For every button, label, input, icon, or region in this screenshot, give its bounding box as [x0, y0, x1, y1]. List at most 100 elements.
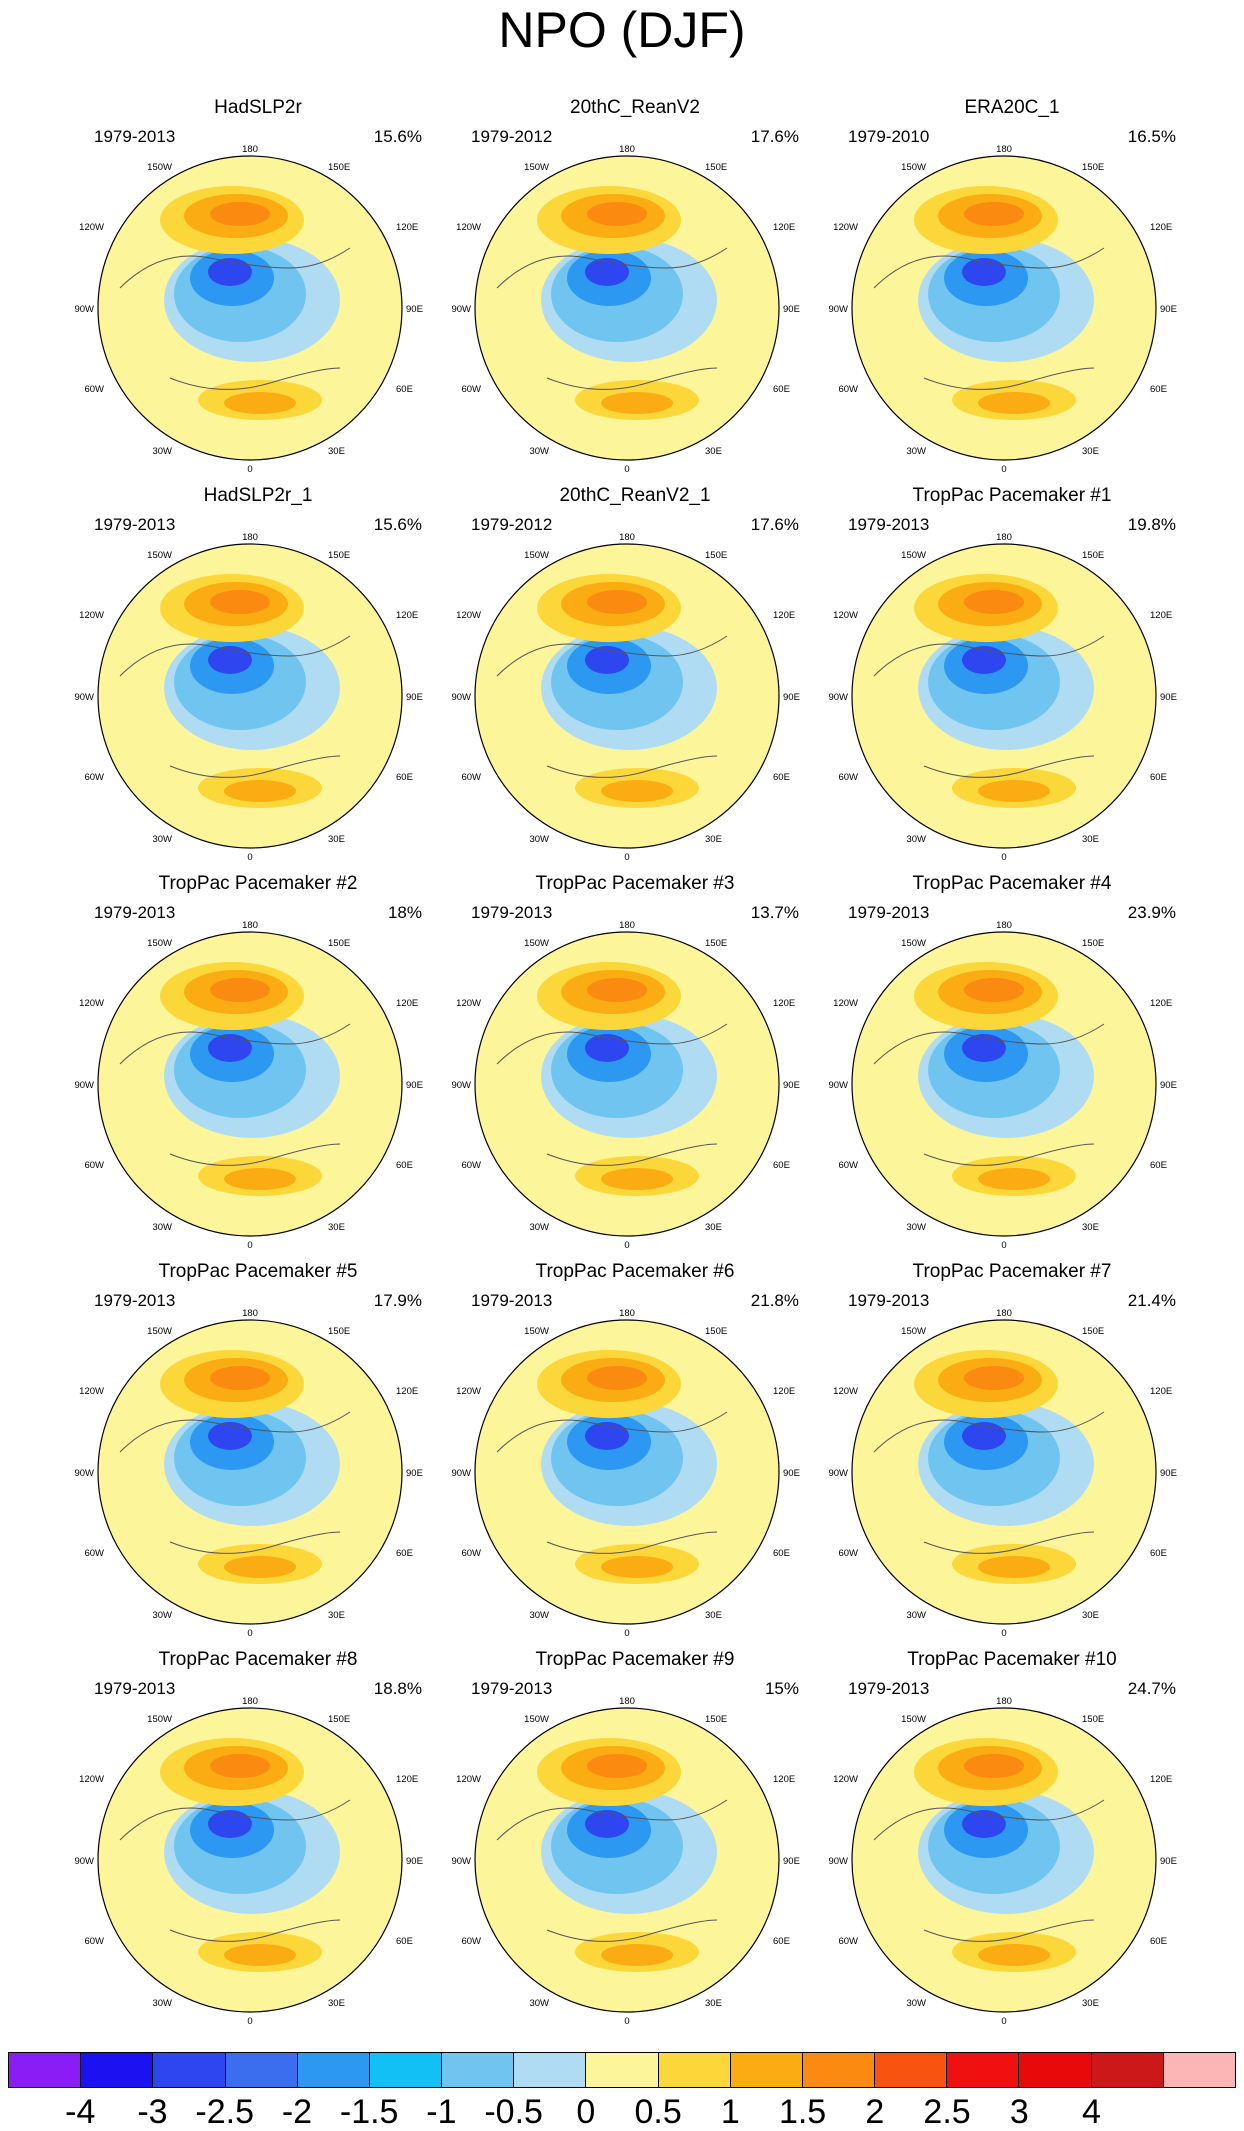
colorbar-box: [875, 2053, 948, 2087]
coordinate-label: 30W: [529, 834, 549, 845]
coordinate-label: 60E: [1150, 1936, 1167, 1947]
coordinate-label: 0: [624, 852, 629, 863]
coordinate-label: 90W: [828, 304, 848, 315]
coordinate-label: 150W: [147, 1326, 172, 1337]
colorbar-box: [1091, 2053, 1164, 2087]
low-anomaly: [962, 258, 1006, 286]
coordinate-label: 60E: [773, 772, 790, 783]
low-anomaly: [962, 1034, 1006, 1062]
coordinate-label: 0: [624, 1240, 629, 1251]
coordinate-label: 150E: [1082, 162, 1104, 173]
coordinate-label: 90E: [1160, 1856, 1177, 1867]
map-border: [97, 1707, 403, 2013]
coastline: [873, 1411, 1105, 1453]
high-anomaly: [964, 978, 1024, 1002]
colorbar-tick-label: -3: [137, 2093, 168, 2131]
coordinate-label: 180: [996, 1308, 1012, 1319]
coordinate-label: 30E: [328, 1610, 345, 1621]
panel-title: HadSLP2r: [214, 97, 302, 118]
coordinate-label: 120W: [833, 222, 858, 233]
low-anomaly: [208, 1422, 252, 1450]
low-anomaly: [208, 1810, 252, 1838]
coordinate-label: 120W: [833, 998, 858, 1009]
high-anomaly: [210, 1754, 270, 1778]
colorbar-tick-label: 1.5: [778, 2093, 827, 2131]
coordinate-label: 60E: [773, 1160, 790, 1171]
panel-variance: 13.7%: [750, 903, 799, 922]
panel-period: 1979-2013: [94, 515, 176, 534]
low-anomaly: [962, 1422, 1006, 1450]
coordinate-label: 30W: [906, 1610, 926, 1621]
high-anomaly: [224, 1944, 296, 1966]
low-anomaly: [585, 646, 629, 674]
coordinate-label: 90W: [74, 1080, 94, 1091]
polar-map: 180 0 150W 150E 120W 120E 90W 90E 60W 60E 30W 30E: [828, 532, 1176, 863]
polar-map: 180 0 150W 150E 120W 120E 90W 90E 60W 60E 30W 30E: [74, 144, 422, 475]
coordinate-label: 120W: [79, 998, 104, 1009]
colorbar-box: [802, 2053, 876, 2087]
panel-period: 1979-2013: [471, 1291, 553, 1310]
coastline: [119, 1799, 351, 1841]
high-anomaly: [601, 1944, 673, 1966]
coastline: [923, 1919, 1095, 1942]
coordinate-label: 120E: [396, 222, 418, 233]
panel-period: 1979-2013: [848, 1679, 930, 1698]
panel-variance: 15.6%: [373, 515, 422, 534]
high-anomaly: [587, 590, 647, 614]
coordinate-label: 180: [242, 532, 258, 543]
colorbar-box: [225, 2053, 298, 2087]
coordinate-label: 30W: [152, 446, 172, 457]
coastline: [169, 755, 341, 778]
map-panel: HadSLP2r_1 180 0 150W 150E 120W 120E 90W 90E 60W 6…: [70, 484, 446, 876]
coordinate-label: 0: [1001, 1628, 1006, 1639]
polar-map: 180 0 150W 150E 120W 120E 90W 90E 60W 60E 30W 30E: [451, 532, 800, 863]
coastline: [873, 635, 1105, 677]
coordinate-label: 30E: [705, 1998, 722, 2009]
coastline: [496, 1799, 728, 1841]
coastline: [119, 635, 351, 677]
panel-variance: 17.6%: [750, 127, 799, 146]
low-anomaly: [962, 1810, 1006, 1838]
map-border: [97, 931, 403, 1237]
coordinate-label: 120W: [79, 222, 104, 233]
coordinate-label: 150E: [328, 162, 350, 173]
map-border: [474, 543, 780, 849]
coordinate-label: 150E: [328, 550, 350, 561]
high-anomaly: [210, 978, 270, 1002]
panel-period: 1979-2013: [471, 1679, 553, 1698]
coastline: [119, 1411, 351, 1453]
panel-variance: 15.6%: [373, 127, 422, 146]
high-anomaly: [210, 1366, 270, 1390]
coordinate-label: 90W: [828, 1856, 848, 1867]
coastline: [873, 1799, 1105, 1841]
map-panel: TropPac Pacemaker #10 180 0 150W 150E 120W 120…: [824, 1648, 1200, 2040]
coordinate-label: 150E: [1082, 938, 1104, 949]
high-anomaly: [978, 1556, 1050, 1578]
coordinate-label: 30W: [152, 1610, 172, 1621]
polar-map: 180 0 150W 150E 120W 120E 90W 90E 60W 60E 30W 30E: [451, 144, 800, 475]
panel-period: 1979-2010: [848, 127, 930, 146]
panel-variance: 23.9%: [1127, 903, 1176, 922]
coordinate-label: 30E: [328, 1998, 345, 2009]
panel-variance: 15%: [764, 1679, 799, 1698]
coordinate-label: 0: [624, 464, 629, 475]
coordinate-label: 120E: [1150, 610, 1172, 621]
coastline: [923, 367, 1095, 390]
colorbar-box: [658, 2053, 731, 2087]
colorbar-box: [586, 2053, 659, 2087]
polar-map: 180 0 150W 150E 120W 120E 90W 90E 60W 60E 30W 30E: [828, 1308, 1176, 1639]
high-anomaly: [964, 202, 1024, 226]
polar-map: 180 0 150W 150E 120W 120E 90W 90E 60W 60E 30W 30E: [451, 920, 799, 1251]
high-anomaly: [587, 978, 647, 1002]
coordinate-label: 90E: [783, 1856, 800, 1867]
high-anomaly: [224, 392, 296, 414]
coastline: [546, 1531, 718, 1554]
colorbar-box: [1019, 2053, 1092, 2087]
coordinate-label: 60E: [1150, 772, 1167, 783]
colorbar-box: [369, 2053, 443, 2087]
coastline: [873, 247, 1105, 289]
coordinate-label: 90E: [783, 304, 800, 315]
panel-title: TropPac Pacemaker #3: [535, 873, 735, 894]
coordinate-label: 90E: [783, 692, 800, 703]
panel-period: 1979-2013: [94, 903, 176, 922]
